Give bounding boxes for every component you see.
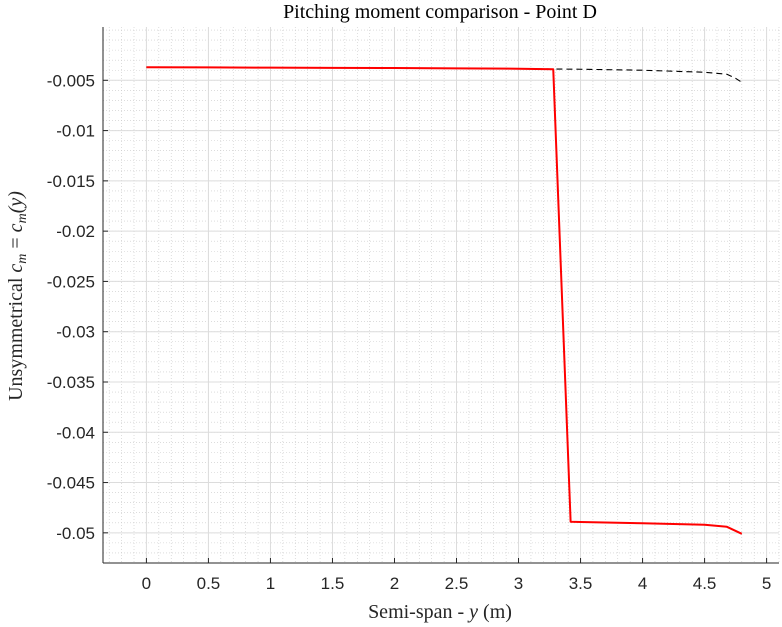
x-axis-title: Semi-span - y (m) [368,601,512,623]
x-tick-label: 3.5 [569,574,593,593]
x-tick-label: 1 [266,574,275,593]
x-tick-label: 2.5 [445,574,469,593]
axes [102,27,779,564]
y-tick-label: -0.005 [47,71,95,90]
major-grid [103,27,779,563]
y-axis-title-sub2: m [15,213,30,223]
y-axis-title-prefix: Unsymmetrical [5,273,27,401]
y-tick-label: -0.015 [47,172,95,191]
y-tick-label: -0.03 [56,323,95,342]
x-axis-title-var: y [467,601,478,623]
series-layer [146,66,743,535]
y-axis-title-expr2: c [5,223,27,232]
y-tick-label: -0.05 [56,524,95,543]
x-tick-label: 1.5 [321,574,345,593]
x-tick-label: 3 [514,574,523,593]
y-axis-title-sub: m [15,254,30,264]
x-tick-label: 0 [142,574,151,593]
y-axis-title-group: Unsymmetrical cm = cm(y) [5,191,30,401]
x-tick-label: 0.5 [197,574,221,593]
y-tick-label: -0.025 [47,272,95,291]
y-axis-title-expr: c [5,264,27,273]
y-axis-title: Unsymmetrical cm = cm(y) [5,191,30,401]
x-tick-label: 4.5 [693,574,717,593]
y-axis-title-eq: = [5,232,27,253]
y-tick-label: -0.04 [56,423,95,442]
x-axis-title-unit: (m) [483,601,512,623]
y-tick-label: -0.01 [56,122,95,141]
plot-area [103,27,779,563]
chart-title: Pitching moment comparison - Point D [283,1,597,23]
y-tick-label: -0.045 [47,474,95,493]
y-axis-title-arg: (y) [5,191,27,214]
x-tick-label: 5 [762,574,771,593]
y-tick-label: -0.02 [56,222,95,241]
y-tick-labels: -0.005 -0.01 -0.015 -0.02 -0.025 -0.03 -0.035 -… [47,71,95,543]
x-axis-title-prefix: Semi-span - [368,601,469,623]
series-line-solid-red [146,66,743,535]
x-tick-label: 4 [638,574,647,593]
x-tick-label: 2 [390,574,399,593]
x-tick-labels: 0 0.5 1 1.5 2 2.5 3 3.5 4 4.5 5 [142,574,772,593]
y-tick-label: -0.035 [47,373,95,392]
